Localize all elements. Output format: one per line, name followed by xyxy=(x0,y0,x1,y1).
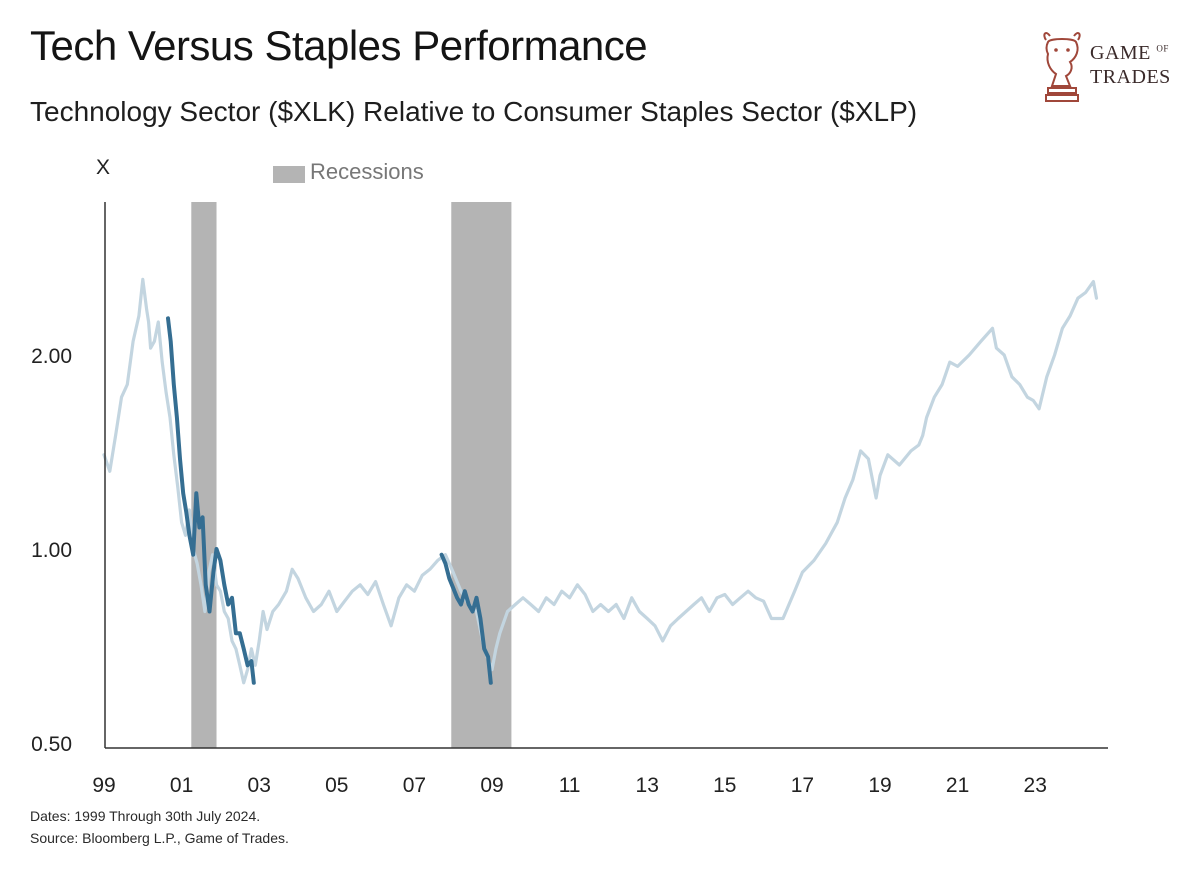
x-tick-label: 15 xyxy=(713,774,736,797)
x-tick-label: 23 xyxy=(1024,774,1047,797)
legend: Recessions xyxy=(273,159,424,184)
x-tick-label: 01 xyxy=(170,774,193,797)
knight-bull-icon xyxy=(1043,32,1081,102)
chart-title: Tech Versus Staples Performance xyxy=(30,22,648,69)
x-tick-label: 03 xyxy=(248,774,271,797)
x-tick-label: 11 xyxy=(559,774,581,797)
footer-source: Source: Bloomberg L.P., Game of Trades. xyxy=(30,830,289,846)
y-tick-label: 1.00 xyxy=(31,539,72,562)
x-tick-label: 99 xyxy=(92,774,115,797)
x-tick-label: 05 xyxy=(325,774,348,797)
x-tick-label: 17 xyxy=(791,774,814,797)
highlight-series-line-2 xyxy=(439,552,493,685)
chart-subtitle: Technology Sector ($XLK) Relative to Con… xyxy=(30,96,918,127)
recession-band-0 xyxy=(191,202,217,748)
logo-text-of: OF xyxy=(1156,43,1169,54)
y-tick-label: 2.00 xyxy=(31,345,72,368)
series-lines xyxy=(102,277,1099,685)
game-of-trades-logo: GAME OF TRADES xyxy=(1040,28,1180,108)
y-tick-label: 0.50 xyxy=(31,733,72,756)
x-tick-label: 19 xyxy=(868,774,891,797)
x-tick-label: 21 xyxy=(946,774,969,797)
logo-text-game: GAME xyxy=(1090,42,1151,64)
base-series-line-0 xyxy=(102,277,1099,685)
tick-labels: 2.00 1.00 0.50 99 01 03 05 07 09 11 13 15 17 19 21 23 X xyxy=(31,156,1047,797)
footer-dates: Dates: 1999 Through 30th July 2024. xyxy=(30,808,261,824)
x-tick-label: 13 xyxy=(636,774,659,797)
logo-text-trades: TRADES xyxy=(1090,66,1171,88)
legend-label-recessions: Recessions xyxy=(310,159,424,184)
highlight-series-line-1 xyxy=(166,316,256,685)
legend-swatch-recessions xyxy=(273,166,305,183)
recession-band-1 xyxy=(451,202,512,748)
recession-bands xyxy=(191,202,512,748)
y-axis-unit-label: X xyxy=(96,156,110,179)
x-tick-label: 09 xyxy=(480,774,503,797)
axes xyxy=(104,202,1108,749)
x-tick-label: 07 xyxy=(403,774,426,797)
